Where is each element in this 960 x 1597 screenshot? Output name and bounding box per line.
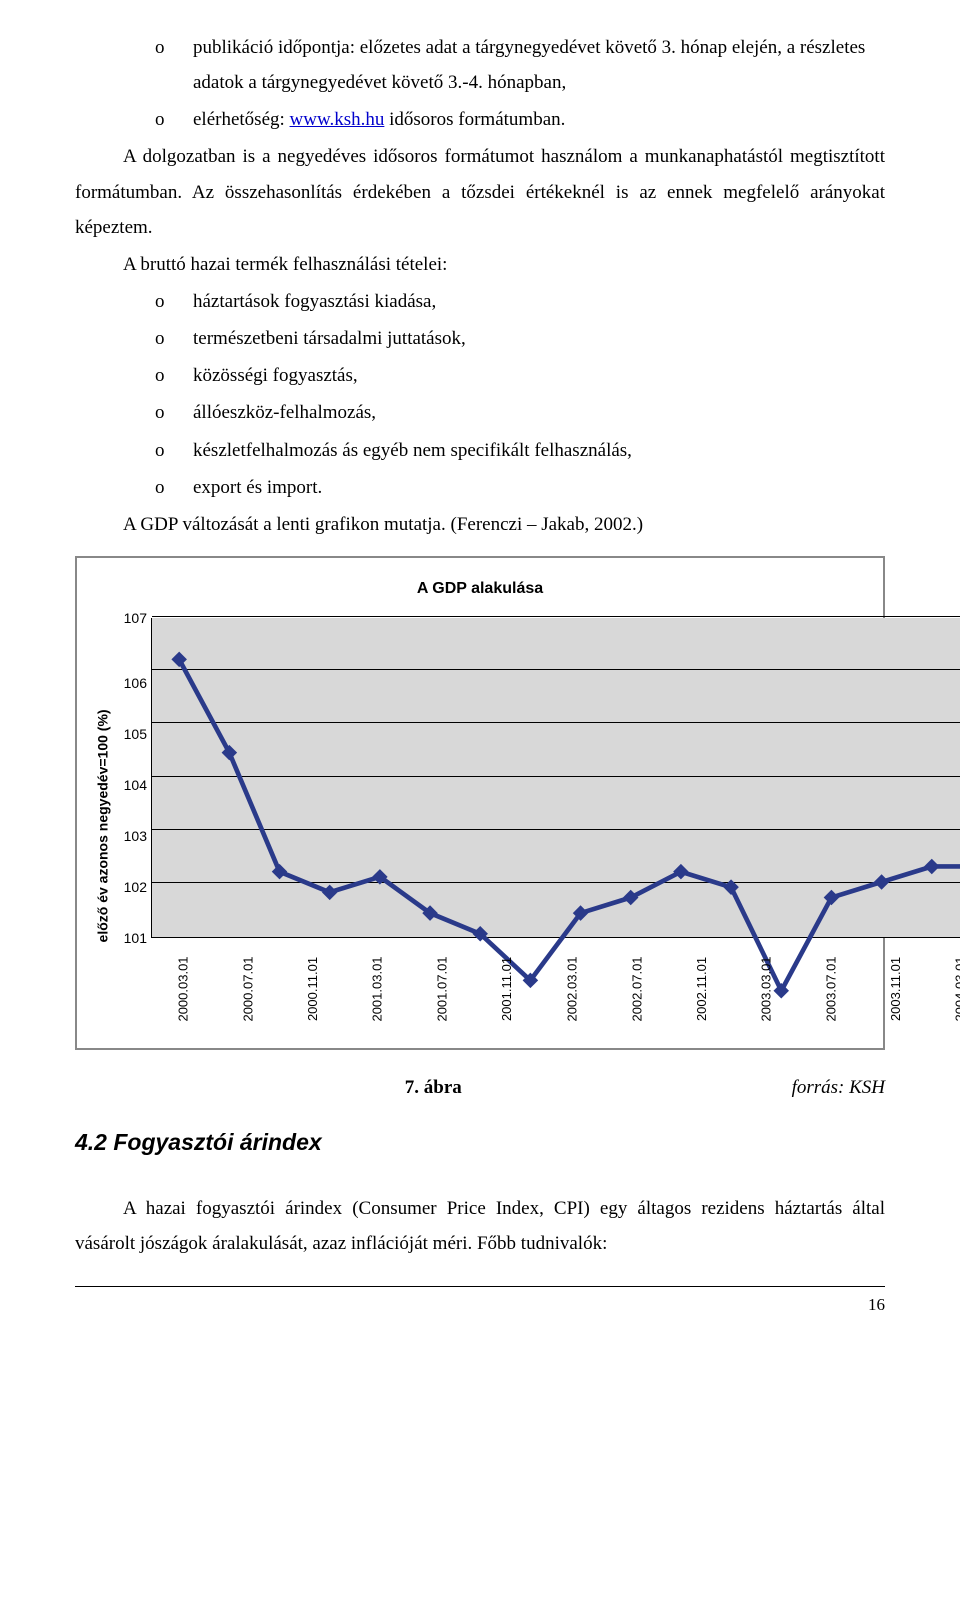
chart-y-tick-label: 103 (117, 829, 147, 843)
list-item-text-post: idősoros formátumban. (384, 109, 565, 130)
mid-bullet-list: háztartások fogyasztási kiadása, természe… (75, 284, 885, 505)
list-item: export és import. (155, 470, 885, 505)
list-item-text: publikáció időpontja: előzetes adat a tá… (193, 37, 865, 93)
list-item: publikáció időpontja: előzetes adat a tá… (155, 30, 885, 100)
chart-plot-area (151, 618, 960, 938)
list-item-text: háztartások fogyasztási kiadása, (193, 291, 436, 312)
chart-gridline (152, 616, 960, 617)
paragraph: A bruttó hazai termék felhasználási téte… (75, 247, 885, 282)
chart-x-ticks: 2000.03.012000.07.012000.11.012001.03.01… (151, 944, 960, 1034)
list-item-text: készletfelhalmozás ás egyéb nem specifik… (193, 440, 632, 461)
chart-x-tick-label: 2004.03.01 (916, 956, 960, 1021)
list-item: elérhetőség: www.ksh.hu idősoros formátu… (155, 102, 885, 137)
chart-data-marker (623, 889, 639, 905)
chart-data-marker (723, 879, 739, 895)
chart-y-axis-label-wrap: előző év azonos negyedév=100 (%) (91, 618, 117, 1034)
list-item: készletfelhalmozás ás egyéb nem specifik… (155, 433, 885, 468)
footer-rule (75, 1286, 885, 1287)
chart-y-tick-label: 107 (117, 611, 147, 625)
top-bullet-list: publikáció időpontja: előzetes adat a tá… (75, 30, 885, 137)
list-item: közösségi fogyasztás, (155, 358, 885, 393)
chart-data-marker (322, 884, 338, 900)
list-item-text: állóeszköz-felhalmozás, (193, 402, 376, 423)
chart-y-tick-label: 105 (117, 727, 147, 741)
chart-data-marker (874, 874, 890, 890)
paragraph: A dolgozatban is a negyedéves idősoros f… (75, 139, 885, 244)
chart-y-tick-label: 102 (117, 880, 147, 894)
paragraph: A GDP változását a lenti grafikon mutatj… (75, 507, 885, 542)
list-item-text-pre: elérhetőség: (193, 109, 290, 130)
chart-y-axis-label: előző év azonos negyedév=100 (%) (91, 709, 117, 942)
chart-title: A GDP alakulása (91, 574, 869, 604)
list-item-text: természetbeni társadalmi juttatások, (193, 328, 466, 349)
chart-y-tick-label: 101 (117, 931, 147, 945)
page-number: 16 (75, 1289, 885, 1320)
chart-data-marker (272, 863, 288, 879)
list-item: háztartások fogyasztási kiadása, (155, 284, 885, 319)
chart-y-ticks: 107106105104103102101 (117, 618, 151, 938)
chart-y-tick-label: 104 (117, 778, 147, 792)
chart-series (152, 618, 960, 1239)
list-item: természetbeni társadalmi juttatások, (155, 321, 885, 356)
gdp-chart: A GDP alakulása előző év azonos negyedév… (75, 556, 885, 1050)
list-item-text: export és import. (193, 477, 322, 498)
ksh-link[interactable]: www.ksh.hu (290, 109, 385, 130)
list-item-text: közösségi fogyasztás, (193, 365, 358, 386)
list-item: állóeszköz-felhalmozás, (155, 395, 885, 430)
chart-data-marker (924, 858, 940, 874)
chart-y-tick-label: 106 (117, 676, 147, 690)
